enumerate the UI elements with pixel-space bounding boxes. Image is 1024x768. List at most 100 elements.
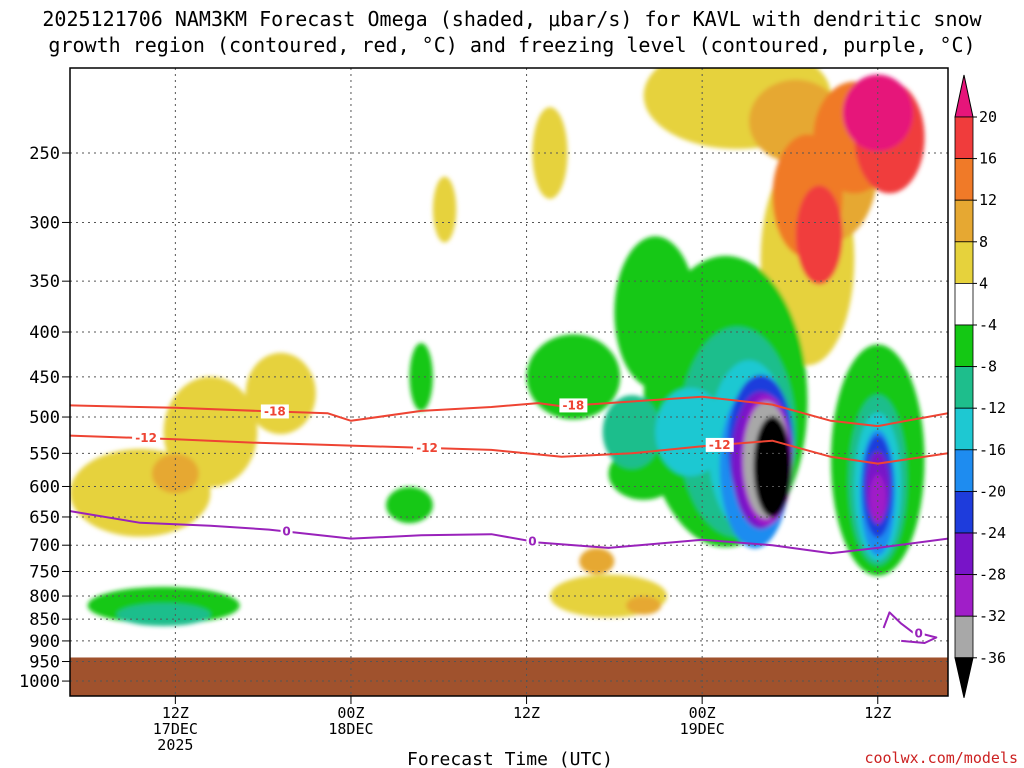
- colorbar-tick-label-3: 8: [979, 233, 988, 251]
- x-tick-label-0-0: 12Z: [162, 704, 189, 722]
- contour-line-freezing-level-0: [70, 510, 948, 555]
- colorbar-band-4: [954, 241, 974, 284]
- x-tick-label-3-0: 00Z: [689, 704, 716, 722]
- chart-title-line-1: 2025121706 NAM3KM Forecast Omega (shaded…: [42, 7, 982, 31]
- colorbar-tick-label-0: 20: [979, 108, 997, 126]
- omega-shading-layer: [70, 68, 925, 626]
- colorbar-band-top: [954, 74, 974, 118]
- y-tick-label-700: 700: [29, 536, 60, 556]
- grid-lines: [70, 68, 948, 696]
- colorbar-band-8: [954, 407, 974, 451]
- contour-label-bg-dgz-minus-12-0: [132, 431, 161, 446]
- contour-label-dgz-minus-12-0: -12: [135, 431, 157, 445]
- x-tick-label-4-0: 12Z: [864, 704, 891, 722]
- plot-frame: [69, 67, 949, 697]
- contour-label-dgz-minus-12-2: -12: [709, 438, 731, 452]
- contour-label-dgz-minus-18-1: -18: [563, 398, 585, 412]
- colorbar-band-2: [954, 158, 974, 201]
- contour-label-freezing-level-0-low-0: 0: [915, 626, 923, 640]
- colorbar-tick-label-13: -36: [979, 649, 1006, 667]
- colorbar-band-11: [954, 532, 974, 575]
- omega-region-15: [795, 185, 843, 285]
- colorbar-tick-label-5: -4: [979, 316, 997, 334]
- colorbar-band-13: [954, 615, 974, 659]
- colorbar-tick-label-6: -8: [979, 358, 997, 376]
- omega-region-19: [386, 486, 433, 524]
- y-tick-label-350: 350: [29, 272, 60, 292]
- y-tick-label-850: 850: [29, 610, 60, 630]
- x-tick-label-2-0: 12Z: [513, 704, 540, 722]
- contour-label-bg-dgz-minus-18-1: [559, 398, 588, 413]
- y-tick-label-800: 800: [29, 587, 60, 607]
- y-tick-label-450: 450: [29, 368, 60, 388]
- contour-label-dgz-minus-18-0: -18: [264, 404, 286, 418]
- colorbar-band-5: [954, 282, 974, 326]
- omega-region-8: [151, 453, 199, 494]
- y-tick-label-650: 650: [29, 508, 60, 528]
- omega-region-40: [869, 474, 886, 524]
- y-tick-label-900: 900: [29, 632, 60, 652]
- colorbar-band-3: [954, 199, 974, 243]
- omega-region-6: [532, 107, 568, 199]
- y-axis: 2503003504004505005506006507007508008509…: [19, 144, 70, 692]
- x-axis-label: Forecast Time (UTC): [407, 749, 613, 768]
- colorbar-tick-label-10: -24: [979, 524, 1006, 542]
- colorbar-band-7: [954, 366, 974, 409]
- x-tick-label-0-1: 17DEC: [153, 720, 198, 738]
- x-tick-label-0-2: 2025: [157, 736, 193, 754]
- omega-region-20: [409, 342, 433, 411]
- x-tick-label-3-1: 19DEC: [680, 720, 725, 738]
- credit-text[interactable]: coolwx.com/models: [864, 749, 1018, 767]
- y-tick-label-750: 750: [29, 562, 60, 582]
- contour-label-bg-dgz-minus-18-0: [260, 404, 289, 419]
- colorbar-tick-label-1: 16: [979, 150, 997, 168]
- colorbar-tick-label-9: -20: [979, 482, 1006, 500]
- colorbar-tick-label-4: 4: [979, 274, 988, 292]
- below-ground-shading: [70, 657, 948, 696]
- colorbar: 20 16 12 8 4 -4 -8 -12 -16 -20 -24 -28 -32 -36: [954, 74, 1006, 698]
- contour-label-dgz-minus-12-1: -12: [416, 441, 438, 455]
- omega-region-26: [116, 603, 211, 626]
- colorbar-tick-label-7: -12: [979, 399, 1006, 417]
- contour-line-dgz-minus-12: [70, 434, 948, 465]
- colorbar-band-bottom: [954, 657, 974, 698]
- y-tick-label-300: 300: [29, 213, 60, 233]
- omega-region-9: [579, 548, 615, 575]
- colorbar-band-10: [954, 490, 974, 534]
- y-tick-label-600: 600: [29, 477, 60, 497]
- omega-region-27: [602, 395, 662, 469]
- x-tick-label-1-1: 18DEC: [328, 720, 373, 738]
- y-tick-label-250: 250: [29, 144, 60, 164]
- contour-layer: -18 -18 -12 -12 -12 0 0 0: [70, 395, 948, 644]
- y-tick-label-500: 500: [29, 408, 60, 428]
- omega-region-21: [526, 334, 621, 420]
- contour-label-bg-freezing-level-0-low-0: [912, 626, 925, 641]
- chart-title-line-2: growth region (contoured, red, °C) and f…: [48, 33, 975, 57]
- omega-region-5: [432, 176, 457, 243]
- colorbar-tick-label-12: -32: [979, 607, 1006, 625]
- omega-region-2: [245, 352, 316, 435]
- x-tick-label-1-0: 00Z: [337, 704, 364, 722]
- y-tick-label-950: 950: [29, 653, 60, 673]
- colorbar-band-1: [954, 116, 974, 159]
- y-tick-label-400: 400: [29, 323, 60, 343]
- colorbar-tick-label-2: 12: [979, 191, 997, 209]
- colorbar-tick-label-8: -16: [979, 441, 1006, 459]
- y-tick-label-1000: 1000: [19, 672, 60, 692]
- plot-area: -18 -18 -12 -12 -12 0 0 0: [69, 67, 949, 697]
- colorbar-band-9: [954, 449, 974, 492]
- contour-label-bg-dgz-minus-12-2: [705, 437, 734, 452]
- contour-label-freezing-level-0-1: 0: [528, 534, 536, 548]
- y-tick-label-550: 550: [29, 444, 60, 464]
- contour-label-bg-dgz-minus-12-1: [413, 440, 442, 455]
- contour-label-bg-freezing-level-0-1: [526, 534, 539, 549]
- omega-region-42: [753, 416, 792, 518]
- colorbar-tick-label-11: -28: [979, 566, 1006, 584]
- colorbar-band-6: [954, 324, 974, 367]
- omega-region-10: [626, 596, 662, 615]
- contour-label-freezing-level-0-0: 0: [282, 525, 290, 539]
- contour-label-bg-freezing-level-0-0: [280, 524, 293, 539]
- omega-region-17: [842, 74, 913, 152]
